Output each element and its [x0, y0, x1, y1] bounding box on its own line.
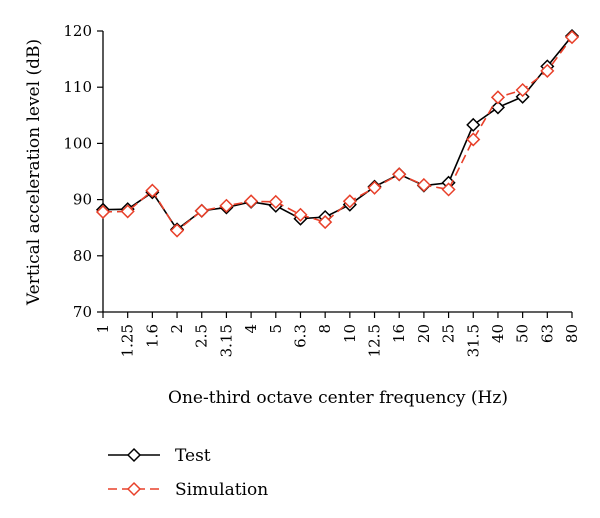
- data-point: [515, 82, 530, 98]
- x-tick-label: 3.15: [217, 324, 235, 357]
- x-tick-label: 80: [563, 324, 581, 343]
- legend-marker: [126, 447, 142, 463]
- data-point: [466, 132, 481, 147]
- x-tick-label: 25: [440, 324, 458, 343]
- series-test: [95, 28, 580, 237]
- legend: Test Simulation: [108, 446, 268, 500]
- data-point: [194, 203, 209, 218]
- data-point: [145, 183, 160, 198]
- series-line-simulation: [102, 36, 573, 232]
- data-point: [120, 204, 135, 219]
- data-point: [564, 30, 580, 45]
- data-point: [293, 207, 308, 222]
- y-tick-label: 90: [73, 191, 92, 209]
- data-point: [540, 63, 555, 78]
- x-tick-label: 20: [415, 324, 433, 343]
- x-axis-label: One-third octave center frequency (Hz): [168, 388, 508, 408]
- data-point: [342, 194, 357, 209]
- x-tick-label: 4: [242, 324, 260, 334]
- plot-area: [95, 28, 580, 238]
- legend-label: Simulation: [175, 480, 268, 500]
- data-point: [490, 90, 506, 105]
- x-tick-label: 50: [514, 324, 532, 343]
- data-point: [441, 182, 456, 197]
- legend-item-test: Test: [108, 446, 211, 466]
- data-point: [268, 194, 283, 209]
- x-tick-label: 1.6: [143, 324, 161, 348]
- x-tick-label: 5: [267, 324, 285, 334]
- data-point: [416, 177, 431, 193]
- axes: [102, 31, 572, 313]
- data-point: [219, 198, 234, 213]
- y-axis-ticks: 70 80 90 100 110 120: [63, 22, 103, 321]
- data-point: [95, 204, 111, 220]
- x-tick-label: 6.3: [291, 324, 309, 348]
- data-point: [490, 100, 506, 115]
- legend-label: Test: [175, 446, 211, 466]
- data-point: [466, 117, 481, 132]
- data-point: [367, 180, 382, 195]
- x-tick-label: 40: [489, 324, 507, 343]
- x-axis-ticks: 1 1.25 1.6 2 2.5 3.15 4 5 6.3 8 10 12.5 16 20 25 31.5 40…: [94, 312, 581, 357]
- x-tick-label: 2.5: [193, 324, 211, 348]
- data-point: [318, 215, 333, 230]
- x-tick-label: 2: [168, 324, 186, 334]
- y-tick-label: 80: [73, 247, 92, 265]
- x-tick-label: 12.5: [366, 324, 384, 357]
- legend-marker: [126, 481, 142, 497]
- y-tick-label: 120: [63, 22, 92, 40]
- x-tick-label: 16: [390, 324, 408, 343]
- data-point: [244, 194, 259, 209]
- x-tick-label: 63: [538, 324, 556, 343]
- y-tick-label: 110: [63, 78, 92, 96]
- data-point: [392, 167, 407, 182]
- data-point: [169, 223, 185, 238]
- series-line-test: [102, 35, 573, 231]
- y-tick-label: 100: [63, 134, 92, 152]
- y-axis-label: Vertical acceleration level (dB): [24, 39, 44, 306]
- x-tick-label: 10: [341, 324, 359, 343]
- x-tick-label: 8: [316, 324, 334, 334]
- series-simulation: [95, 30, 580, 238]
- y-tick-label: 70: [73, 303, 92, 321]
- x-tick-label: 31.5: [464, 324, 482, 357]
- x-tick-label: 1.25: [119, 324, 137, 357]
- x-tick-label: 1: [94, 324, 112, 334]
- legend-item-simulation: Simulation: [108, 480, 268, 500]
